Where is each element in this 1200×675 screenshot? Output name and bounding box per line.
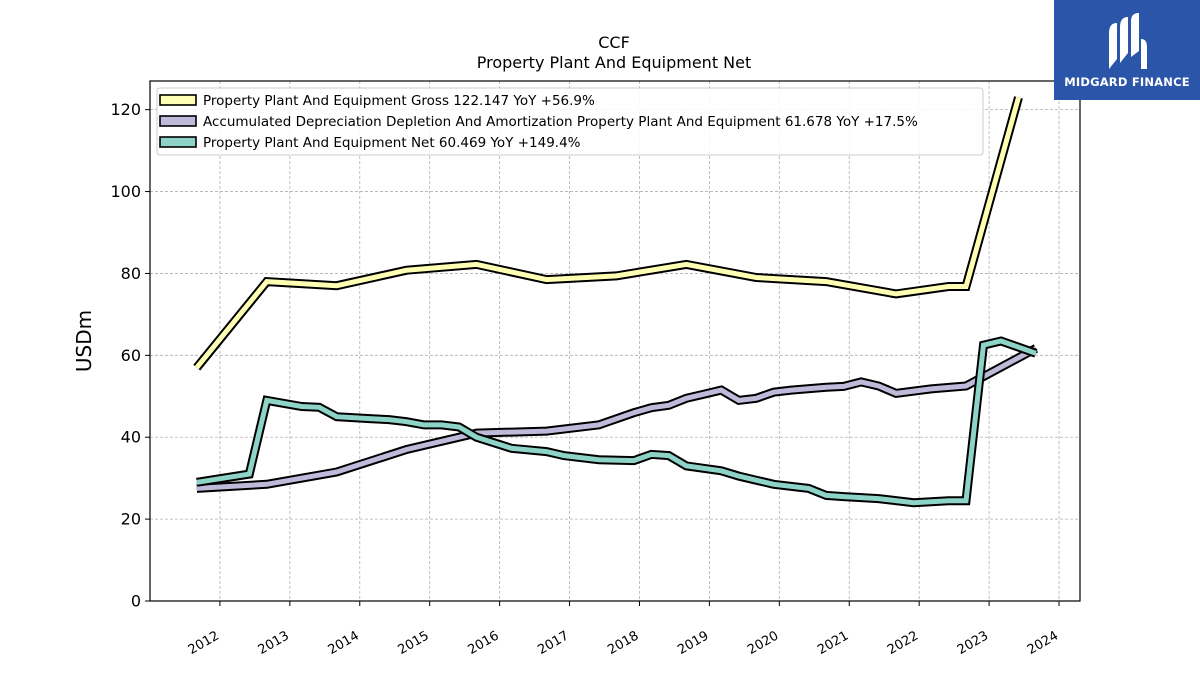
y-tick-label: 120 xyxy=(110,100,141,119)
legend-swatch xyxy=(159,115,197,127)
series-line xyxy=(196,338,1037,506)
x-tick-label: 2012 xyxy=(186,628,222,658)
x-tick-label: 2019 xyxy=(675,628,711,658)
brand-logo: MIDGARD FINANCE xyxy=(1054,0,1200,100)
x-tick-label: 2024 xyxy=(1025,628,1061,658)
series-layer xyxy=(193,96,1039,508)
y-tick-label: 20 xyxy=(121,510,141,529)
legend-entry: Accumulated Depreciation Depletion And A… xyxy=(203,114,918,130)
chart-title: CCF xyxy=(598,33,630,52)
legend-swatch xyxy=(159,94,197,106)
grid xyxy=(150,81,1080,602)
y-tick-label: 60 xyxy=(121,346,141,365)
x-tick-label: 2013 xyxy=(256,628,292,658)
x-tick-label: 2021 xyxy=(815,628,851,658)
x-tick-label: 2023 xyxy=(955,628,991,658)
y-axis-label: USDm xyxy=(72,310,96,372)
brand-name: MIDGARD FINANCE xyxy=(1064,75,1190,89)
series-line xyxy=(194,96,1021,370)
y-tick-label: 40 xyxy=(121,428,141,447)
series-0 xyxy=(193,96,1023,371)
legend: Property Plant And Equipment Gross 122.1… xyxy=(156,87,984,156)
legend-entry: Property Plant And Equipment Net 60.469 … xyxy=(203,135,581,151)
legend-swatch xyxy=(159,136,197,148)
x-tick-label: 2020 xyxy=(745,628,781,658)
x-tick-label: 2016 xyxy=(465,628,501,658)
x-tick-label: 2014 xyxy=(326,628,362,658)
plot-frame xyxy=(149,80,1081,602)
chart-subtitle: Property Plant And Equipment Net xyxy=(477,53,752,72)
axes: 0 20 40 60 80 100 120 2012 2013 2014 2015 2016 2017 2… xyxy=(110,100,1061,658)
x-tick-label: 2018 xyxy=(605,628,641,658)
legend-entry: Property Plant And Equipment Gross 122.1… xyxy=(203,93,595,109)
x-tick-label: 2015 xyxy=(396,628,432,658)
legend-box xyxy=(156,87,984,156)
x-tick-label: 2017 xyxy=(535,628,571,658)
series-1 xyxy=(196,344,1039,493)
x-tick-label: 2022 xyxy=(885,628,921,658)
y-tick-label: 80 xyxy=(121,264,141,283)
midgard-logo-icon xyxy=(1109,13,1147,69)
y-tick-label: 100 xyxy=(110,182,141,201)
series-line xyxy=(196,346,1038,491)
y-tick-label: 0 xyxy=(131,592,141,611)
series-2 xyxy=(196,336,1038,508)
